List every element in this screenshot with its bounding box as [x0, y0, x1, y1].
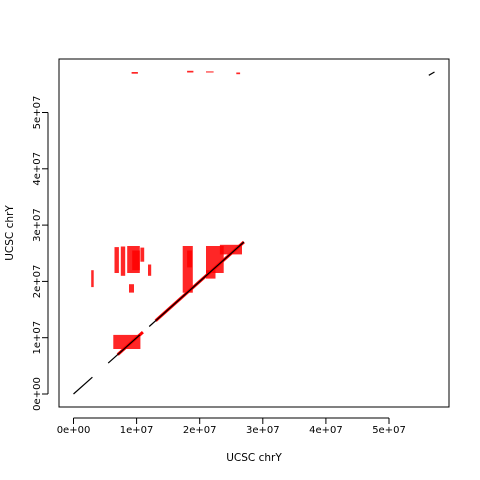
black-diagonal-1	[107, 334, 141, 364]
y-tick-label-4: 4e+07	[32, 152, 43, 186]
red-block-11	[206, 270, 216, 279]
data-marks	[73, 70, 435, 395]
y-tick-label-3: 3e+07	[32, 208, 43, 242]
x-tick-label-2: 2e+07	[183, 425, 217, 436]
x-tick-label-0: 0e+00	[57, 425, 91, 436]
black-diagonal-3	[428, 71, 435, 76]
y-tick-label-1: 1e+07	[32, 321, 43, 355]
red-block-7	[148, 264, 152, 276]
y-tick-label-5: 5e+07	[32, 96, 43, 130]
x-axis-title: UCSC chrY	[226, 452, 282, 464]
black-diagonal-0	[73, 376, 93, 395]
x-tick-label-1: 1e+07	[120, 425, 154, 436]
x-tick-label-3: 3e+07	[246, 425, 280, 436]
red-block-6	[140, 247, 145, 262]
red-block-12	[219, 244, 242, 255]
red-block-16	[131, 72, 138, 74]
y-tick-label-2: 2e+07	[32, 265, 43, 299]
red-block-8	[182, 246, 193, 293]
y-tick-label-0: 0e+00	[32, 377, 43, 411]
plot-frame	[58, 58, 450, 408]
red-block-14	[187, 70, 194, 73]
red-block-4	[129, 284, 134, 293]
x-tick-label-4: 4e+07	[309, 425, 343, 436]
y-axis-title: UCSC chrY	[4, 205, 16, 261]
red-block-2	[120, 246, 126, 276]
red-block-9	[187, 250, 193, 268]
x-tick-label-5: 5e+07	[372, 425, 406, 436]
red-block-15	[206, 71, 214, 73]
red-block-13	[91, 270, 94, 288]
red-block-17	[236, 72, 241, 75]
x-axis: 0e+00 1e+07 2e+07 3e+07 4e+07 5e+07	[57, 417, 406, 436]
red-block-10	[206, 246, 224, 273]
black-diagonal-2	[148, 241, 245, 327]
red-block-1	[114, 247, 119, 273]
red-block-5	[132, 250, 140, 271]
y-axis: 0e+00 1e+07 2e+07 3e+07 4e+07 5e+07	[32, 96, 49, 411]
